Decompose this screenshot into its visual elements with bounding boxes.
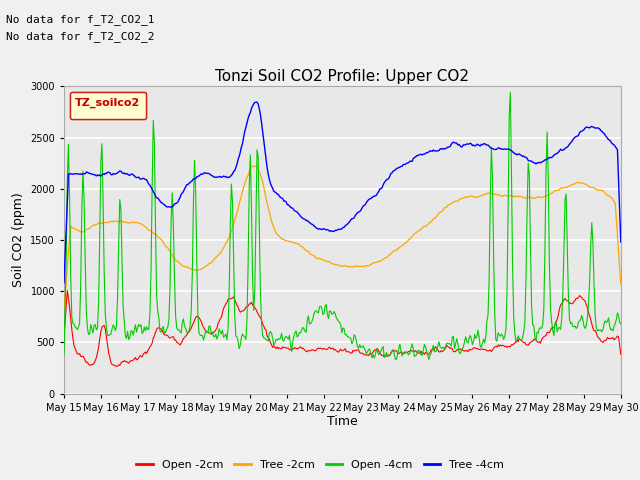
Text: No data for f_T2_CO2_2: No data for f_T2_CO2_2	[6, 31, 155, 42]
X-axis label: Time: Time	[327, 415, 358, 429]
Legend: 	[70, 92, 146, 119]
Legend: Open -2cm, Tree -2cm, Open -4cm, Tree -4cm: Open -2cm, Tree -2cm, Open -4cm, Tree -4…	[132, 456, 508, 474]
Y-axis label: Soil CO2 (ppm): Soil CO2 (ppm)	[12, 192, 25, 288]
Text: No data for f_T2_CO2_1: No data for f_T2_CO2_1	[6, 13, 155, 24]
Title: Tonzi Soil CO2 Profile: Upper CO2: Tonzi Soil CO2 Profile: Upper CO2	[216, 69, 469, 84]
